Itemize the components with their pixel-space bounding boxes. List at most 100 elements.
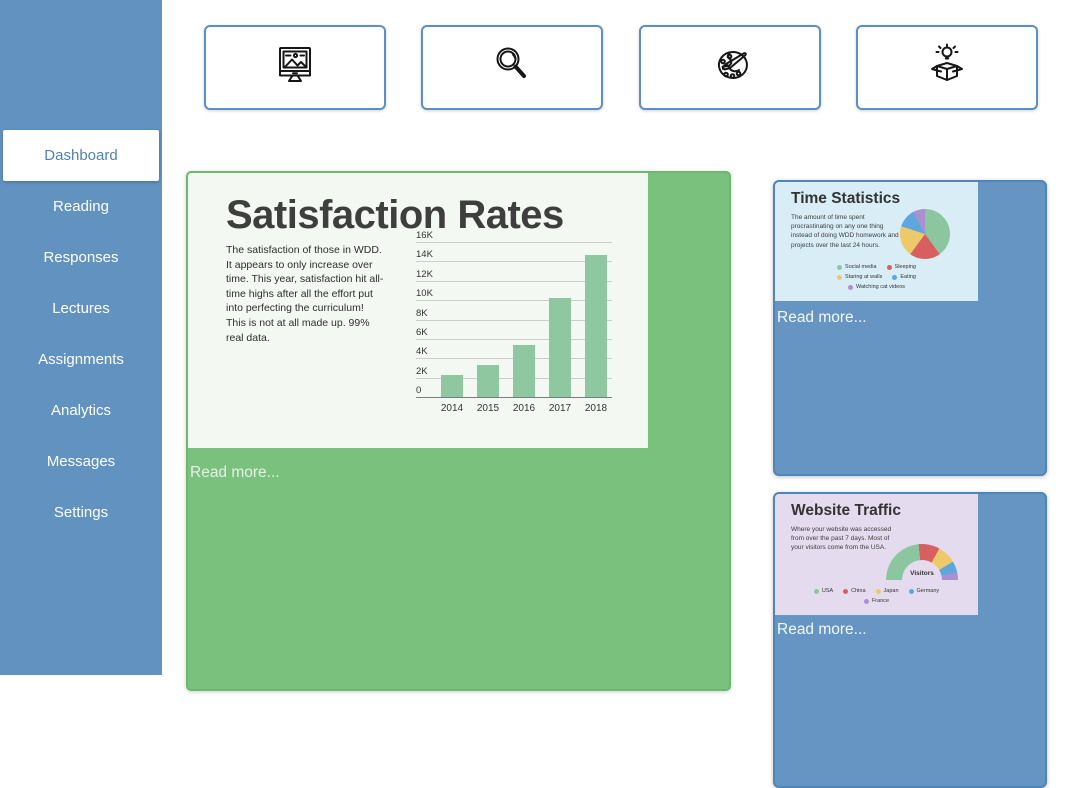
bar-2017 <box>549 298 571 397</box>
sidebar-item-responses[interactable]: Responses <box>43 249 119 266</box>
legend-label: Staring at walls <box>845 274 883 280</box>
legend-item: China <box>843 588 866 594</box>
legend-label: Watching cat videos <box>855 284 905 290</box>
x-tick-label: 2017 <box>548 403 572 414</box>
legend-dot-icon <box>886 264 892 270</box>
bar-2014 <box>441 374 463 397</box>
satisfaction-title: Satisfaction Rates <box>226 193 564 237</box>
legend-dot-icon <box>875 588 881 594</box>
time-statistics-panel: Time Statistics The amount of time spent… <box>775 182 978 301</box>
y-tick-label: 4K <box>416 346 428 358</box>
website-traffic-panel: Website Traffic Where your website was a… <box>775 494 978 615</box>
y-tick-label: 10K <box>416 288 433 300</box>
legend-item: France <box>863 598 890 604</box>
legend-item: Germany <box>908 588 940 594</box>
x-tick-label: 2018 <box>584 403 608 414</box>
x-tick-label: 2016 <box>512 403 536 414</box>
legend-item: USA <box>813 588 834 594</box>
time-pie-legend: Social media Sleeping Staring at walls Eati… <box>775 264 978 290</box>
legend-item: Sleeping <box>886 264 916 270</box>
sidebar-item-lectures[interactable]: Lectures <box>52 300 110 317</box>
gridline <box>416 397 612 398</box>
legend-row: Staring at walls Eating <box>837 274 916 280</box>
y-tick-label: 8K <box>416 307 428 319</box>
sidebar-item-dashboard[interactable]: Dashboard <box>3 130 159 181</box>
legend-item: Japan <box>875 588 899 594</box>
legend-dot-icon <box>863 598 869 604</box>
legend-label: France <box>871 598 890 604</box>
y-tick-label: 16K <box>416 230 433 241</box>
time-statistics-title: Time Statistics <box>791 190 901 207</box>
palette-brush-icon <box>706 41 754 94</box>
satisfaction-description: The satisfaction of those in WDD. It app… <box>226 244 384 344</box>
satisfaction-read-more-link[interactable]: Read more... <box>190 464 280 481</box>
sidebar-nav: Dashboard Reading Responses Lectures Assignm… <box>0 130 162 538</box>
legend-row: USA China Japan Germany <box>813 588 940 594</box>
x-tick-label: 2014 <box>440 403 464 414</box>
bar-2015 <box>477 365 499 397</box>
card-search-shortcut[interactable] <box>421 25 603 110</box>
legend-item: Eating <box>892 274 916 280</box>
legend-row: Watching cat videos <box>847 284 905 290</box>
satisfaction-card: Satisfaction Rates The satisfaction of t… <box>186 171 731 691</box>
website-traffic-description: Where your website was accessed from ove… <box>791 526 892 552</box>
y-tick-label: 14K <box>416 249 433 261</box>
legend-label: Social media <box>845 264 877 270</box>
legend-label: Sleeping <box>894 264 916 270</box>
traffic-legend: USA China Japan Germany France <box>775 588 978 604</box>
gridline <box>416 261 612 263</box>
legend-label: Japan <box>883 588 899 594</box>
sidebar-item-analytics[interactable]: Analytics <box>50 402 112 419</box>
time-statistics-description: The amount of time spent procrastinating… <box>791 214 899 249</box>
card-design-shortcut[interactable] <box>639 25 821 110</box>
gauge-hole <box>902 560 942 580</box>
legend-label: Germany <box>916 588 940 594</box>
sidebar: Dashboard Reading Responses Lectures Assignm… <box>0 0 162 675</box>
sidebar-item-settings[interactable]: Settings <box>53 504 109 521</box>
gridline <box>416 319 612 321</box>
idea-box-icon <box>923 41 971 94</box>
time-statistics-card: Time Statistics The amount of time spent… <box>773 180 1047 476</box>
monitor-image-icon <box>271 41 319 94</box>
card-media-shortcut[interactable] <box>204 25 386 110</box>
legend-dot-icon <box>837 274 843 280</box>
legend-row: France <box>863 598 890 604</box>
gauge-center-label: Visitors <box>910 570 934 577</box>
y-tick-label: 0 <box>416 385 422 396</box>
sidebar-item-assignments[interactable]: Assignments <box>38 351 124 368</box>
legend-dot-icon <box>847 284 853 290</box>
legend-label: USA <box>821 588 834 594</box>
traffic-read-more-link[interactable]: Read more... <box>777 621 867 638</box>
search-icon <box>488 41 536 94</box>
gridline <box>416 300 612 302</box>
website-traffic-title: Website Traffic <box>791 502 901 519</box>
sidebar-item-messages[interactable]: Messages <box>46 453 116 470</box>
legend-dot-icon <box>892 274 898 280</box>
satisfaction-chart: 0 2K 4K 6K 8K 10K 12K 14K 16K 2014 2015 2016 2017 201… <box>416 223 616 423</box>
legend-dot-icon <box>813 588 819 594</box>
y-tick-label: 2K <box>416 365 428 377</box>
website-traffic-card: Website Traffic Where your website was a… <box>773 492 1047 788</box>
legend-label: Eating <box>900 274 916 280</box>
time-pie-chart <box>900 209 950 259</box>
card-ideas-shortcut[interactable] <box>856 25 1038 110</box>
legend-label: China <box>851 588 866 594</box>
legend-item: Staring at walls <box>837 274 882 280</box>
gridline <box>416 242 612 243</box>
legend-row: Social media Sleeping <box>837 264 916 270</box>
y-tick-label: 6K <box>416 326 428 338</box>
legend-dot-icon <box>837 264 843 270</box>
legend-dot-icon <box>843 588 849 594</box>
legend-item: Social media <box>837 264 877 270</box>
time-read-more-link[interactable]: Read more... <box>777 309 867 326</box>
bar-2016 <box>513 344 535 397</box>
traffic-gauge-chart: Visitors <box>886 544 958 580</box>
sidebar-item-reading[interactable]: Reading <box>53 198 109 215</box>
satisfaction-panel: Satisfaction Rates The satisfaction of t… <box>188 173 648 448</box>
gridline <box>416 280 612 282</box>
y-tick-label: 12K <box>416 268 433 280</box>
gridline <box>416 338 612 340</box>
x-tick-label: 2015 <box>476 403 500 414</box>
bar-2018 <box>585 254 607 397</box>
legend-item: Watching cat videos <box>847 284 905 290</box>
